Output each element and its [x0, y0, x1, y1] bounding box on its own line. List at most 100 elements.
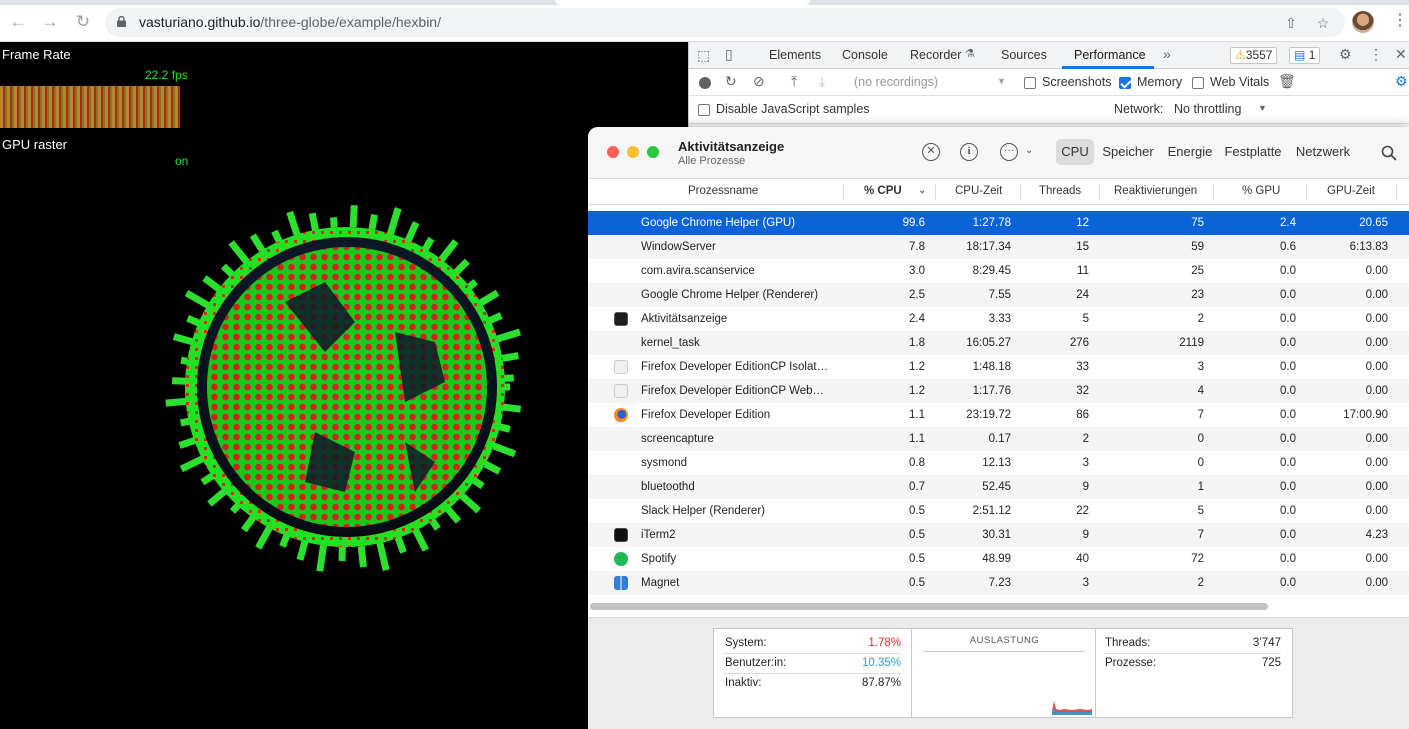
table-row[interactable]: Spotify 0.5 48.99 40 72 0.0 0.00: [588, 547, 1409, 571]
hexbin-globe[interactable]: [165, 192, 525, 572]
table-row[interactable]: Aktivitätsanzeige 2.4 3.33 5 2 0.0 0.00: [588, 307, 1409, 331]
throttling-dropdown-icon[interactable]: ▼: [1258, 103, 1267, 113]
globe-spike: [386, 207, 402, 236]
reload-record-icon[interactable]: ↻: [725, 73, 737, 89]
column-cpu-time[interactable]: CPU-Zeit: [955, 185, 1003, 197]
share-icon[interactable]: ⇧: [1285, 15, 1297, 31]
stop-process-icon[interactable]: ✕: [922, 143, 940, 161]
process-name-cell: screencapture: [641, 433, 714, 445]
messages-badge[interactable]: ▤ 1: [1289, 47, 1321, 64]
web-vitals-checkbox[interactable]: [1192, 77, 1204, 89]
gpu-percent-cell: 0.0: [1280, 337, 1296, 349]
table-row[interactable]: Firefox Developer EditionCP Isolated Web…: [588, 355, 1409, 379]
wakeups-cell: 2: [1197, 313, 1204, 325]
table-row[interactable]: Google Chrome Helper (GPU) 99.6 1:27.78 12 7…: [588, 211, 1409, 235]
warnings-badge[interactable]: ⚠3557: [1230, 47, 1278, 64]
process-name-cell: Magnet: [641, 577, 680, 589]
more-actions-icon[interactable]: ···: [1000, 143, 1018, 161]
cpu-percent-cell: 0.5: [909, 529, 925, 541]
wakeups-cell: 5: [1197, 505, 1204, 517]
profile-avatar[interactable]: [1352, 11, 1374, 33]
table-row[interactable]: Slack Helper (Renderer) 0.5 2:51.12 22 5 0.0 0…: [588, 499, 1409, 523]
capture-settings-gear-icon[interactable]: ⚙: [1395, 73, 1408, 89]
search-icon[interactable]: [1381, 145, 1397, 161]
segment-network[interactable]: Netzwerk: [1295, 144, 1351, 159]
performance-toolbar: ↻ ⊘ ⤒ ⤓ (no recordings) ▼ Screenshots Me…: [689, 69, 1409, 96]
reload-icon[interactable]: ↻: [75, 12, 91, 31]
column-gpu-time[interactable]: GPU-Zeit: [1327, 185, 1375, 197]
forward-arrow-icon[interactable]: →: [41, 12, 59, 31]
column-process-name[interactable]: Prozessname: [688, 185, 759, 197]
load-profile-icon[interactable]: ⤒: [791, 73, 798, 89]
table-row[interactable]: Firefox Developer Edition 1.1 23:19.72 86 7 0…: [588, 403, 1409, 427]
customize-menu-icon[interactable]: ⋮: [1369, 46, 1383, 62]
tab-elements[interactable]: Elements: [769, 48, 822, 62]
table-row[interactable]: sysmond 0.8 12.13 3 0 0.0 0.00: [588, 451, 1409, 475]
horizontal-scrollbar[interactable]: [590, 603, 1268, 610]
bookmark-star-icon[interactable]: ☆: [1316, 15, 1330, 31]
info-icon[interactable]: i: [960, 143, 978, 161]
user-value: 10.35%: [861, 657, 901, 669]
recordings-dropdown-icon[interactable]: ▼: [997, 76, 1006, 86]
address-bar[interactable]: vasturiano.github.io/three-globe/example…: [105, 8, 1345, 37]
process-name-cell: Google Chrome Helper (GPU): [641, 217, 796, 229]
globe-spike: [349, 205, 358, 228]
disable-js-samples-checkbox[interactable]: [698, 104, 710, 116]
globe-spike: [241, 514, 257, 533]
clear-icon[interactable]: ⊘: [753, 73, 765, 89]
column-wakeups[interactable]: Reaktivierungen: [1114, 185, 1198, 197]
garbage-collect-icon[interactable]: 🗑: [1278, 73, 1296, 89]
table-row[interactable]: Magnet 0.5 7.23 3 2 0.0 0.00: [588, 571, 1409, 595]
column-threads[interactable]: Threads: [1039, 185, 1082, 197]
tab-recorder[interactable]: Recorder: [910, 48, 962, 62]
more-tabs-icon[interactable]: »: [1163, 46, 1171, 62]
network-throttling-select[interactable]: No throttling: [1174, 102, 1242, 116]
gpu-percent-cell: 0.0: [1280, 265, 1296, 277]
inspect-element-icon[interactable]: ⬚: [697, 47, 711, 63]
active-tab[interactable]: [555, 0, 810, 5]
gpu-percent-cell: 0.0: [1280, 481, 1296, 493]
magnet-icon: [614, 576, 628, 590]
load-graph-title: AUSLASTUNG: [969, 635, 1040, 646]
chrome-menu-icon[interactable]: ⋮: [1392, 12, 1408, 29]
save-profile-icon[interactable]: ⤓: [819, 73, 826, 89]
window-subtitle: Alle Prozesse: [678, 155, 746, 167]
column-cpu-percent[interactable]: % CPU: [864, 185, 902, 197]
memory-checkbox[interactable]: [1119, 77, 1131, 89]
table-row[interactable]: com.avira.scanservice 3.0 8:29.45 11 25 0.0 0.…: [588, 259, 1409, 283]
back-arrow-icon[interactable]: ←: [9, 12, 27, 31]
table-row[interactable]: bluetoothd 0.7 52.45 9 1 0.0 0.00: [588, 475, 1409, 499]
tab-performance[interactable]: Performance: [1074, 48, 1146, 62]
table-row[interactable]: kernel_task 1.8 16:05.27 276 2119 0.0 0.00: [588, 331, 1409, 355]
tab-console[interactable]: Console: [842, 48, 888, 62]
segment-energy[interactable]: Energie: [1167, 144, 1213, 159]
zoom-window-button[interactable]: [647, 146, 659, 158]
close-devtools-icon[interactable]: ✕: [1395, 46, 1407, 62]
process-name-cell: Spotify: [641, 553, 677, 565]
chevron-down-icon[interactable]: ⌄: [1025, 145, 1034, 156]
segment-cpu[interactable]: CPU: [1056, 139, 1094, 165]
column-gpu-percent[interactable]: % GPU: [1242, 185, 1281, 197]
device-toolbar-icon[interactable]: ▯: [725, 46, 733, 62]
url-text[interactable]: vasturiano.github.io/three-globe/example…: [139, 14, 441, 30]
column-divider: [1020, 184, 1021, 200]
segment-disk[interactable]: Festplatte: [1224, 144, 1282, 159]
table-row[interactable]: Firefox Developer EditionCP WebExtension…: [588, 379, 1409, 403]
globe-spike: [368, 214, 378, 231]
record-icon[interactable]: [699, 77, 711, 89]
table-row[interactable]: screencapture 1.1 0.17 2 0 0.0 0.00: [588, 427, 1409, 451]
screenshots-checkbox[interactable]: [1024, 77, 1036, 89]
lock-icon[interactable]: [117, 16, 126, 27]
threads-cell: 5: [1082, 313, 1089, 325]
close-window-button[interactable]: [607, 146, 619, 158]
settings-gear-icon[interactable]: ⚙: [1339, 46, 1352, 62]
table-row[interactable]: WindowServer 7.8 18:17.34 15 59 0.6 6:13.83: [588, 235, 1409, 259]
minimize-window-button[interactable]: [627, 146, 639, 158]
recordings-select[interactable]: (no recordings): [854, 75, 939, 89]
table-row[interactable]: Google Chrome Helper (Renderer) 2.5 7.55 24…: [588, 283, 1409, 307]
segment-memory[interactable]: Speicher: [1102, 144, 1154, 159]
wakeups-cell: 2119: [1179, 337, 1204, 349]
wakeups-cell: 0: [1197, 433, 1204, 445]
tab-sources[interactable]: Sources: [1001, 48, 1047, 62]
table-row[interactable]: iTerm2 0.5 30.31 9 7 0.0 4.23: [588, 523, 1409, 547]
